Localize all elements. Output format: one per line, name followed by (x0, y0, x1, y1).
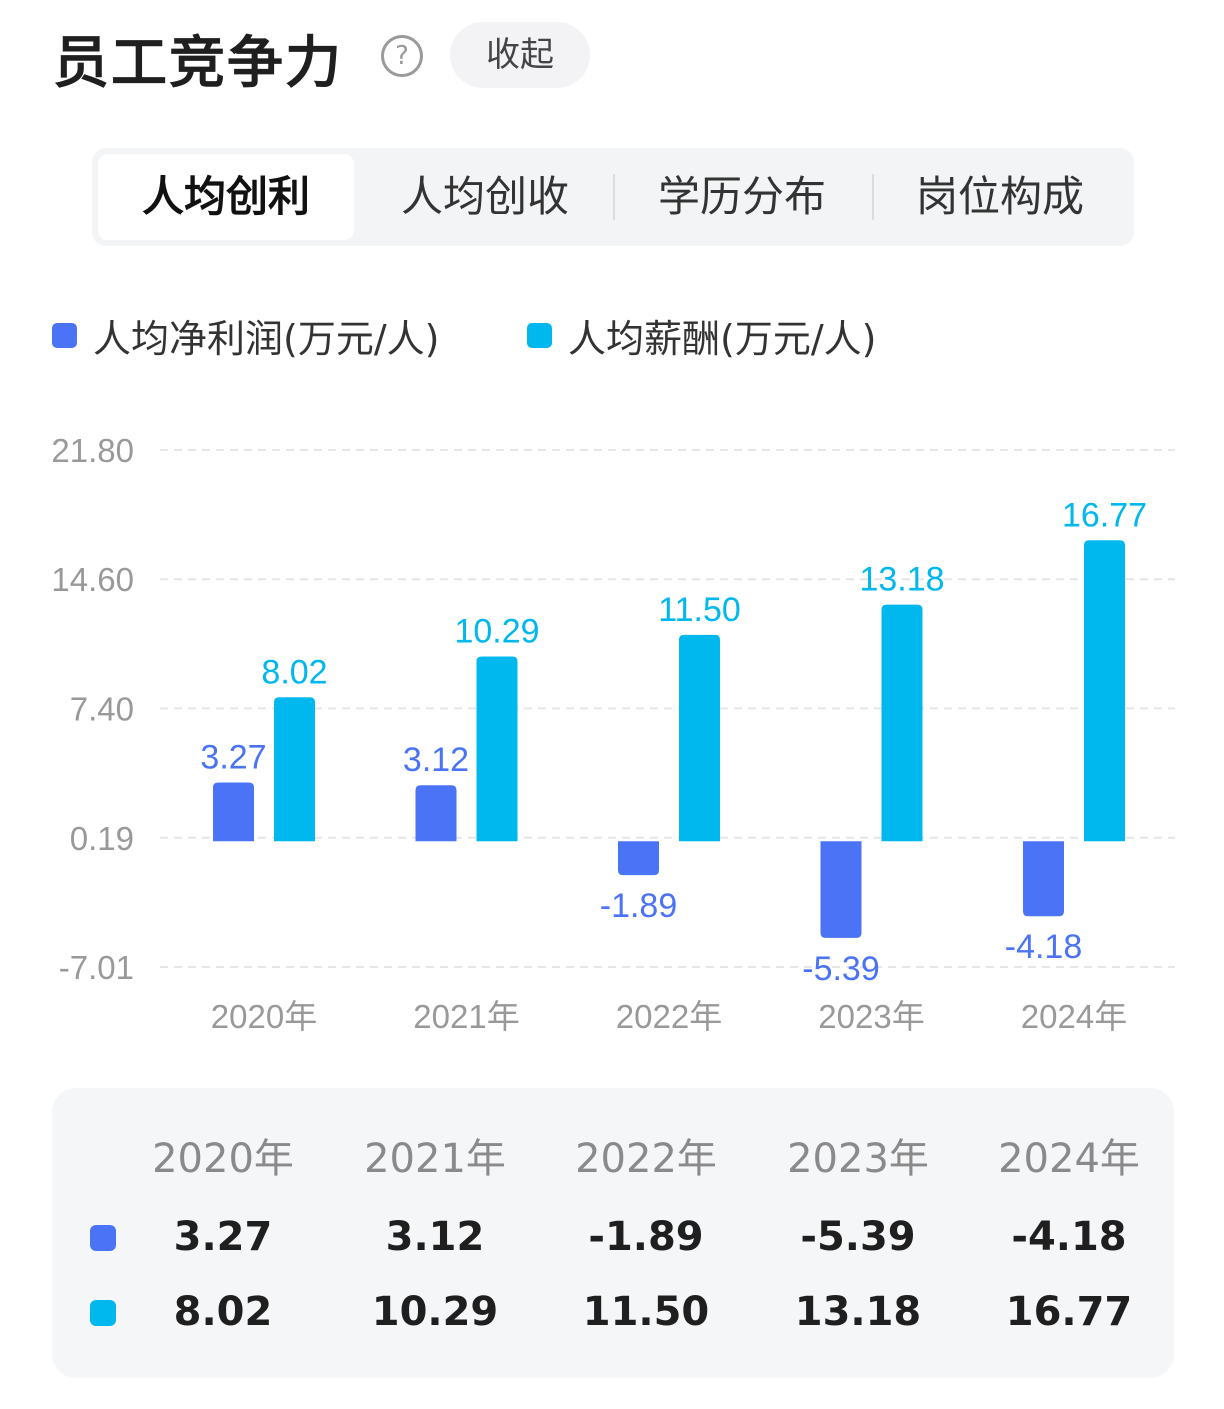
data-label: -1.89 (600, 887, 678, 925)
x-tick-label: 2023年 (818, 998, 924, 1035)
y-tick-label: 7.40 (70, 690, 134, 727)
data-label: 8.02 (261, 653, 327, 691)
bar-salary (881, 604, 923, 842)
bar-salary (679, 634, 720, 842)
data-label: 3.12 (403, 741, 469, 779)
table-header: 2022年 (575, 1136, 717, 1182)
data-label: -5.39 (802, 950, 880, 988)
legend-item-salary[interactable]: 人均薪酬(万元/人) (527, 308, 876, 363)
y-tick-label: 21.80 (51, 432, 134, 469)
table-header: 2024年 (998, 1136, 1140, 1182)
bar-profit (213, 782, 254, 842)
data-label: 16.77 (1062, 496, 1147, 534)
y-tick-label: 0.19 (70, 820, 134, 857)
table-cell: 13.18 (794, 1289, 922, 1335)
data-table: 2020年 2021年 2022年 2023年 2024年 3.27 3.12 … (52, 1088, 1174, 1378)
data-label: -4.18 (1005, 928, 1083, 966)
bar-profit (820, 841, 862, 938)
tab-bar: 人均创利 人均创收 学历分布 岗位构成 (92, 148, 1134, 246)
table-cell: 3.27 (173, 1214, 273, 1260)
table-cell: -4.18 (1011, 1214, 1127, 1260)
bar-profit (1023, 841, 1064, 917)
x-tick-label: 2022年 (616, 998, 722, 1035)
y-tick-label: 14.60 (51, 561, 134, 598)
data-label: 10.29 (454, 613, 539, 651)
x-tick-label: 2024年 (1021, 998, 1127, 1035)
bar-salary (1084, 540, 1125, 842)
table-cell: 10.29 (371, 1289, 499, 1335)
legend-swatch (527, 323, 552, 348)
table-cell: 3.12 (385, 1214, 485, 1260)
bar-profit (618, 841, 659, 876)
table-cell: 16.77 (1005, 1289, 1133, 1335)
table-cell: -5.39 (800, 1214, 916, 1260)
tab-education[interactable]: 学历分布 (657, 172, 826, 221)
row-swatch-salary (90, 1300, 116, 1326)
bar-salary (476, 656, 518, 842)
table-header: 2021年 (364, 1136, 506, 1182)
data-label: 13.18 (859, 561, 944, 599)
x-tick-label: 2020年 (211, 998, 317, 1035)
tab-divider (872, 174, 874, 220)
table-cell: -1.89 (588, 1214, 704, 1260)
row-swatch-profit (90, 1225, 116, 1251)
section-title: 员工竞争力 (53, 31, 343, 96)
tab-divider (613, 174, 615, 220)
table-header: 2023年 (787, 1136, 929, 1182)
legend-label: 人均薪酬(万元/人) (568, 317, 877, 361)
help-icon[interactable]: ? (381, 35, 423, 77)
bar-chart: 21.80 14.60 7.40 0.19 -7.01 2020年 3.27 8.02 2021… (51, 432, 1175, 1035)
bar-profit (415, 785, 457, 842)
tab-profit-per-capita[interactable]: 人均创利 (98, 154, 354, 240)
data-label: 11.50 (658, 591, 741, 629)
collapse-button[interactable]: 收起 (450, 22, 590, 88)
x-tick-label: 2021年 (413, 998, 519, 1035)
bar-salary (274, 697, 315, 842)
tab-revenue-per-capita[interactable]: 人均创收 (400, 172, 569, 221)
legend-label: 人均净利润(万元/人) (93, 317, 440, 361)
data-label: 3.27 (200, 739, 266, 777)
table-cell: 8.02 (173, 1289, 273, 1335)
table-header: 2020年 (152, 1136, 294, 1182)
legend-swatch (52, 323, 77, 348)
table-cell: 11.50 (582, 1289, 710, 1335)
tab-positions[interactable]: 岗位构成 (915, 172, 1084, 221)
y-tick-label: -7.01 (59, 949, 134, 986)
legend-item-profit[interactable]: 人均净利润(万元/人) (52, 308, 439, 363)
